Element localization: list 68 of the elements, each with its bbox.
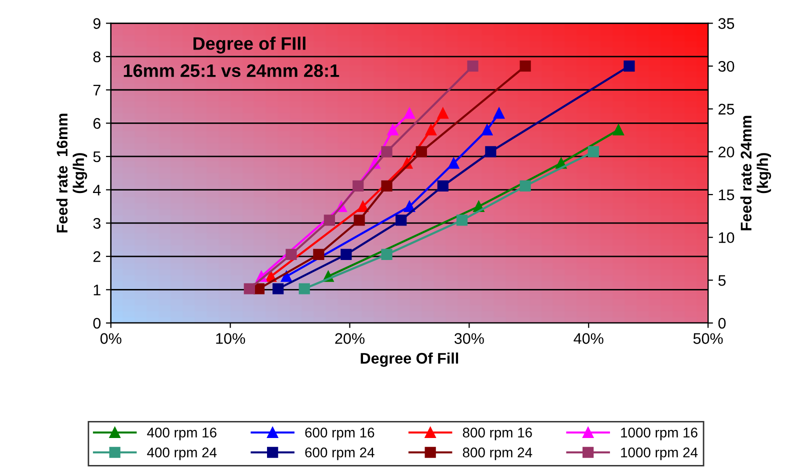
y2-tick-label: 30 <box>718 60 734 72</box>
point <box>396 214 407 226</box>
y2-tick-label: 10 <box>718 232 734 244</box>
point <box>352 180 364 192</box>
y-tick-label: 6 <box>93 118 100 129</box>
text: Degree of FIll <box>194 36 306 54</box>
legend-label: 800 rpm 16 <box>462 428 532 440</box>
legend-label: 1000 rpm 16 <box>621 428 698 440</box>
point <box>272 283 284 294</box>
x-tick-label: 10% <box>216 333 246 344</box>
point <box>286 248 297 260</box>
y2-tick-label: 5 <box>718 275 726 286</box>
point <box>425 124 437 136</box>
legend-label: 600 rpm 24 <box>305 448 374 460</box>
point <box>456 214 468 226</box>
point <box>588 146 599 158</box>
legend-label: 800 rpm 24 <box>462 448 532 460</box>
x-axis-title: Degree Of Fill <box>360 352 458 367</box>
y-tick-label: 7 <box>93 84 100 96</box>
point <box>482 124 493 136</box>
x-tick-label: 30% <box>454 333 484 344</box>
point <box>354 214 365 226</box>
y2-tick-label: 25 <box>718 104 734 115</box>
y-axis-title: Feed rate 16mm (kg/h) <box>56 114 88 232</box>
point <box>357 200 368 212</box>
y-tick-label: 0 <box>93 318 101 329</box>
point <box>437 180 448 192</box>
point <box>381 248 392 260</box>
y-tick-label: 8 <box>93 51 100 62</box>
legend-label: 600 rpm 16 <box>305 428 374 440</box>
y2-axis-title: Feed rate 24mm (kg/h) <box>740 116 772 230</box>
point <box>387 124 398 136</box>
point <box>485 146 496 158</box>
point <box>244 283 255 294</box>
point <box>520 180 531 192</box>
point <box>467 60 478 72</box>
point <box>313 248 324 260</box>
y2-tick-label: 35 <box>718 18 734 29</box>
y2-tick-label: 20 <box>718 146 734 158</box>
point <box>298 283 310 294</box>
point <box>381 146 392 158</box>
point <box>448 158 460 169</box>
x-tick-label: 0% <box>100 333 122 344</box>
x-tick-label: 20% <box>335 333 364 344</box>
point <box>324 214 335 226</box>
y-tick-label: 9 <box>93 18 100 29</box>
y-tick-label: 1 <box>94 284 100 296</box>
legend-label: 1000 rpm 24 <box>621 448 698 460</box>
y2-tick-label: 0 <box>718 318 726 329</box>
legend-label: 400 rpm 24 <box>147 448 217 460</box>
point <box>340 248 352 260</box>
y-tick-label: 3 <box>93 218 100 229</box>
y-tick-label: 4 <box>93 184 101 196</box>
point <box>416 146 427 158</box>
point <box>404 108 416 119</box>
y-tick-label: 2 <box>93 251 100 262</box>
text: 16mm 25:1 vs 24mm 28:1 <box>124 64 340 78</box>
x-tick-label: 40% <box>574 333 604 344</box>
point <box>437 108 448 119</box>
legend-label: 400 rpm 16 <box>147 428 216 440</box>
point <box>520 60 531 72</box>
x-tick-label: 50% <box>693 333 723 344</box>
point <box>493 108 505 119</box>
point <box>381 180 392 192</box>
point <box>624 60 635 72</box>
y-tick-label: 5 <box>93 152 101 162</box>
point <box>612 124 624 136</box>
y2-tick-label: 15 <box>718 190 734 200</box>
